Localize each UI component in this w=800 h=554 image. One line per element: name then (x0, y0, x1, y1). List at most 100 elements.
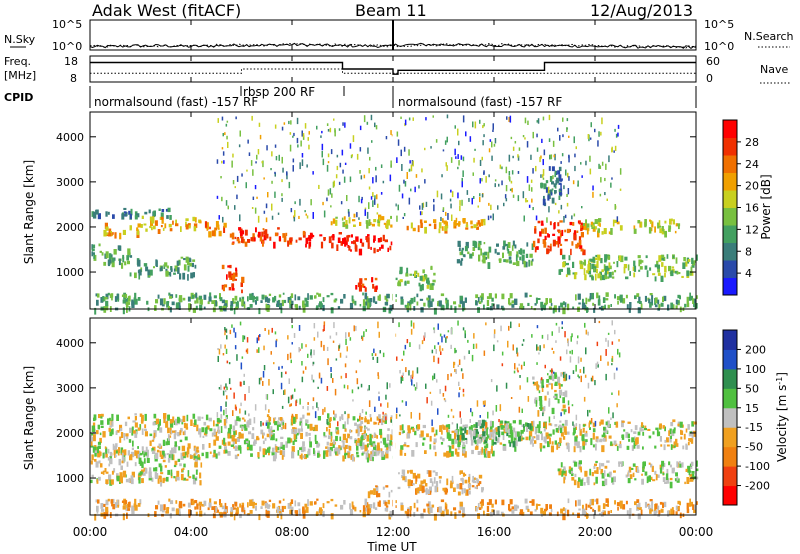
rti-cell (169, 295, 173, 299)
rti-speckle (286, 171, 288, 176)
rti-speckle (585, 160, 587, 166)
rti-cell (680, 436, 683, 440)
rti-cell (659, 467, 663, 474)
rti-cell (380, 418, 384, 426)
rti-cell (182, 297, 186, 301)
rti-speckle (274, 144, 277, 148)
rti-cell (394, 299, 397, 302)
rti-cell (327, 435, 332, 440)
rti-speckle (403, 179, 405, 184)
rti-cell (316, 511, 319, 516)
rti-cell (422, 424, 426, 429)
rti-cell (372, 283, 375, 289)
rti-cell (545, 298, 548, 305)
rti-cell (189, 455, 193, 459)
rti-cell (627, 478, 631, 484)
rti-speckle (483, 170, 485, 175)
rti-speckle (524, 137, 526, 140)
rti-speckle (256, 337, 258, 344)
rti-cell (263, 234, 267, 241)
rti-cell (618, 461, 622, 464)
rti-speckle (567, 172, 569, 178)
rti-cell (92, 252, 95, 255)
rti-cell (416, 499, 419, 504)
rti-speckle (374, 353, 377, 356)
rti-cell (373, 432, 376, 438)
rti-cell (472, 247, 476, 251)
band-11 (355, 277, 378, 292)
rti-cell (127, 248, 131, 256)
rti-speckle (289, 404, 291, 407)
rti-cell (593, 268, 596, 272)
rti-cell (629, 508, 632, 515)
rti-speckle (320, 135, 322, 138)
rti-speckle (452, 415, 455, 419)
rti-cell (185, 478, 189, 481)
rti-cell (675, 505, 678, 511)
rti-speckle (275, 340, 277, 348)
band-9 (456, 419, 533, 448)
rti-cell (502, 435, 505, 440)
rti-cell (361, 452, 364, 456)
rti-cell (549, 189, 552, 193)
rti-cell (207, 507, 210, 511)
y-tick-label: 2000 (56, 221, 84, 234)
rti-speckle (455, 349, 457, 353)
rti-cell (289, 296, 292, 300)
rti-cell (530, 512, 533, 515)
rti-cell (102, 503, 106, 507)
rti-speckle (538, 390, 541, 394)
rti-cell (199, 510, 203, 517)
rti-cell (241, 505, 244, 512)
rti-speckle (225, 328, 228, 333)
rti-cell (332, 442, 335, 448)
rti-cell (224, 303, 228, 308)
rti-cell (606, 460, 610, 463)
rti-cell (592, 302, 595, 306)
rti-speckle (553, 154, 555, 158)
rti-cell (339, 416, 342, 422)
rti-cell (127, 260, 130, 265)
rti-speckle (348, 332, 350, 337)
rti-speckle (265, 203, 268, 209)
rti-speckle (327, 153, 330, 158)
freq-panel: Freq. [MHz] 18 8 60 0 Nave (4, 55, 790, 85)
rti-speckle (568, 406, 570, 414)
rti-cell (323, 237, 326, 241)
rti-speckle (224, 329, 226, 332)
rti-cell (340, 241, 343, 246)
rti-speckle (405, 401, 407, 406)
rti-speckle (360, 199, 363, 204)
rti-cell (94, 450, 97, 453)
rti-cell (377, 219, 381, 223)
rti-cell (602, 297, 606, 303)
rti-cell (654, 226, 656, 233)
rti-cell (100, 471, 103, 474)
rti-cell (592, 228, 596, 232)
rti-speckle (613, 150, 615, 153)
rti-speckle (267, 192, 269, 198)
rti-cell (280, 420, 283, 426)
rti-cell (93, 434, 96, 442)
rti-cell (688, 469, 691, 476)
rti-cell (371, 443, 374, 446)
rti-speckle (287, 335, 289, 340)
rti-cell (488, 434, 492, 439)
rti-cell (356, 424, 360, 430)
rti-cell (157, 478, 160, 484)
rti-cell (540, 511, 543, 517)
rti-cell (166, 301, 169, 308)
rti-cell (558, 271, 561, 275)
rti-speckle (572, 180, 575, 185)
rti-cell (281, 299, 284, 307)
rti-cell (122, 229, 126, 235)
rti-cell (466, 222, 468, 227)
rti-cell (494, 248, 497, 254)
rti-cell (433, 438, 437, 443)
rti-cell (207, 301, 210, 305)
rti-speckle (505, 382, 508, 389)
rti-speckle (349, 337, 352, 341)
rti-speckle (523, 215, 525, 222)
rti-cell (217, 426, 220, 434)
rti-cell (288, 505, 292, 509)
